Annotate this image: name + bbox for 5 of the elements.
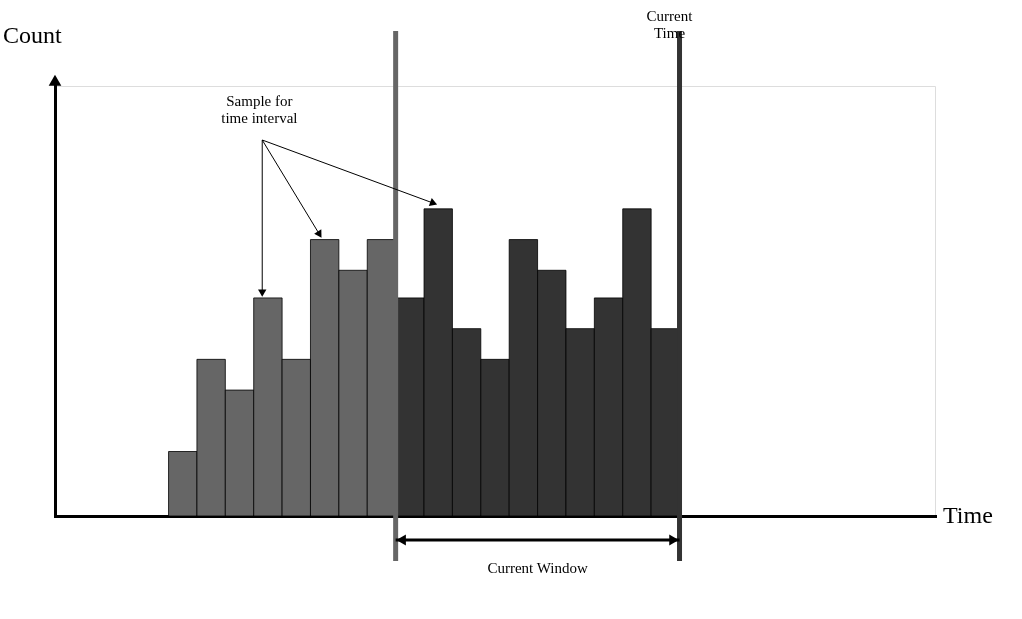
- text: Current Window: [487, 560, 588, 576]
- text: Sample for time interval: [221, 93, 298, 126]
- text: Time: [943, 502, 993, 528]
- text: Current Time: [646, 8, 694, 41]
- text: Count: [3, 22, 63, 48]
